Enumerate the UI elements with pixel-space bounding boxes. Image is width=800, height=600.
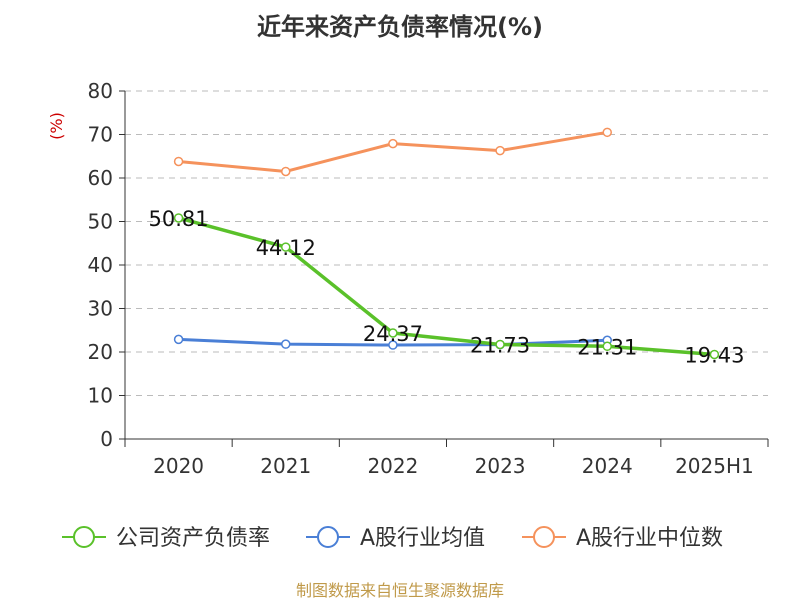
legend-marker bbox=[533, 526, 555, 548]
data-label: 50.81 bbox=[149, 207, 209, 231]
data-point bbox=[173, 334, 184, 345]
data-point bbox=[173, 156, 184, 167]
x-tick-label: 2021 bbox=[260, 454, 311, 478]
x-tick-label: 2023 bbox=[475, 454, 526, 478]
data-point bbox=[388, 328, 398, 338]
data-point bbox=[281, 166, 291, 177]
data-point bbox=[495, 145, 505, 156]
y-axis-label: (%) bbox=[47, 112, 66, 140]
legend-label: A股行业中位数 bbox=[576, 526, 723, 551]
source-note: 制图数据来自恒生聚源数据库 bbox=[296, 581, 504, 600]
data-point bbox=[388, 138, 398, 149]
chart-title: 近年来资产负债率情况(%) bbox=[257, 13, 543, 41]
data-point bbox=[602, 341, 612, 352]
x-tick-label: 2024 bbox=[582, 454, 633, 478]
y-tick-label: 60 bbox=[88, 166, 113, 190]
x-tick-label: 2025H1 bbox=[675, 454, 754, 478]
data-label: 21.73 bbox=[470, 333, 530, 357]
y-tick-label: 30 bbox=[88, 297, 113, 321]
series-line-0 bbox=[176, 216, 717, 357]
data-label: 24.37 bbox=[363, 322, 423, 346]
data-label: 21.31 bbox=[577, 335, 637, 359]
data-point bbox=[388, 340, 398, 350]
legend-marker bbox=[73, 526, 95, 548]
x-tick-label: 2022 bbox=[367, 454, 418, 478]
y-tick-label: 50 bbox=[88, 210, 113, 234]
data-point bbox=[173, 213, 184, 223]
series-line-2 bbox=[177, 130, 609, 173]
data-point bbox=[281, 339, 291, 349]
x-tick-label: 2020 bbox=[153, 454, 204, 478]
legend-label: 公司资产负债率 bbox=[116, 526, 270, 551]
data-point bbox=[281, 242, 291, 252]
data-point bbox=[602, 127, 612, 138]
data-label: 44.12 bbox=[256, 236, 316, 260]
y-tick-label: 70 bbox=[88, 123, 113, 147]
data-point bbox=[709, 349, 720, 360]
data-point bbox=[495, 339, 505, 350]
y-tick-label: 40 bbox=[88, 253, 113, 277]
y-tick-label: 80 bbox=[88, 79, 113, 103]
y-tick-label: 20 bbox=[88, 340, 113, 364]
legend-label: A股行业均值 bbox=[360, 526, 485, 551]
y-tick-label: 0 bbox=[100, 427, 113, 451]
legend-marker bbox=[317, 526, 339, 548]
data-label: 19.43 bbox=[684, 343, 744, 367]
y-tick-label: 10 bbox=[88, 384, 113, 408]
